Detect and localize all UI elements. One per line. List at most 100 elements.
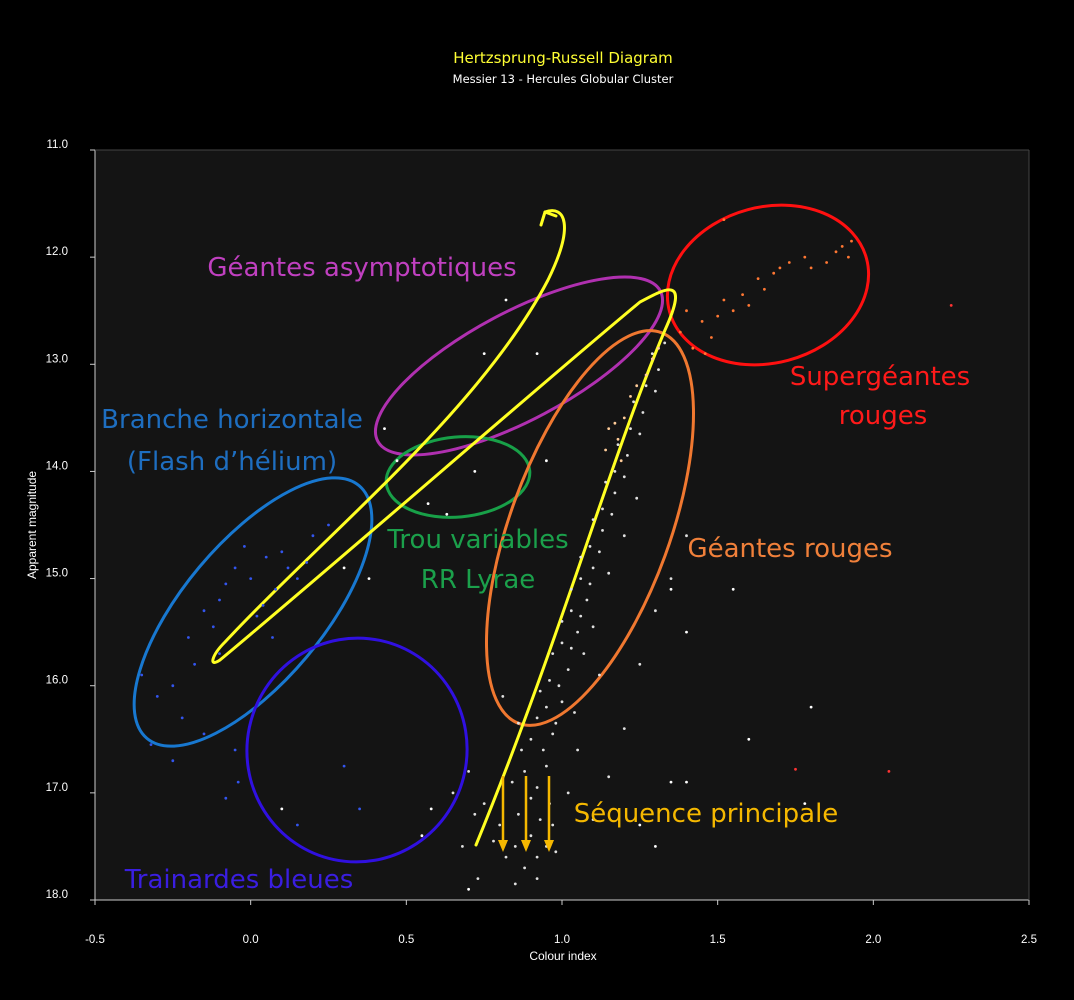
data-point: [149, 743, 153, 746]
data-point: [498, 823, 502, 827]
data-point: [566, 668, 570, 671]
label-main-sequence: Séquence principale: [574, 799, 839, 829]
chart-title: Hertzsprung-Russell Diagram: [453, 49, 673, 67]
data-point: [710, 336, 713, 339]
label-horizontal-branch: Branche horizontale: [101, 405, 363, 435]
data-point: [280, 550, 284, 554]
x-tick-label: 0.5: [398, 934, 414, 946]
data-point: [722, 218, 726, 222]
data-point: [825, 261, 828, 264]
data-point: [607, 571, 611, 575]
data-point: [296, 577, 299, 580]
data-point: [747, 304, 751, 307]
data-point: [501, 695, 505, 698]
data-point: [426, 502, 430, 505]
data-point: [140, 673, 144, 677]
data-point: [367, 577, 371, 580]
data-point: [604, 480, 607, 484]
data-point: [551, 823, 555, 827]
data-point: [535, 352, 539, 355]
data-point: [517, 721, 520, 725]
data-point: [585, 598, 589, 602]
data-point: [429, 807, 433, 811]
data-point: [588, 545, 592, 548]
data-point: [261, 604, 265, 607]
x-tick-label: -0.5: [85, 934, 105, 946]
data-point: [420, 834, 424, 838]
data-point: [538, 689, 542, 693]
data-point: [629, 395, 632, 398]
y-tick-label: 18.0: [46, 889, 68, 901]
data-point: [632, 400, 635, 404]
data-point: [535, 786, 539, 789]
data-point: [669, 780, 673, 784]
data-point: [529, 834, 533, 838]
data-point: [654, 389, 657, 393]
label-red-supergiants: Supergéantes: [790, 362, 970, 392]
data-point: [233, 748, 237, 752]
data-point: [685, 780, 688, 784]
data-point: [685, 534, 688, 538]
evolution-track-arrowhead: [539, 210, 558, 227]
data-point: [569, 587, 573, 591]
label-helium-flash: (Flash d’hélium): [127, 447, 337, 477]
data-point: [551, 732, 555, 736]
label-asymptotic-giants: Géantes asymptotiques: [207, 253, 516, 283]
data-point: [554, 850, 558, 854]
data-point: [803, 802, 807, 805]
data-point: [691, 346, 695, 350]
data-point: [803, 255, 807, 259]
data-point: [700, 320, 704, 323]
axes: -0.5 0.0 0.5 1.0 1.5 2.0 2.5 11.0 12.0 13.0 14.0 15…: [46, 139, 1037, 946]
data-point: [722, 298, 726, 302]
data-point: [171, 684, 175, 688]
x-tick-label: 2.5: [1021, 934, 1037, 946]
label-blue-stragglers: Trainardes bleues: [124, 865, 354, 895]
data-point: [685, 309, 688, 313]
data-point: [949, 304, 953, 307]
data-point: [492, 839, 495, 843]
data-point: [576, 748, 579, 752]
data-point: [560, 620, 564, 623]
data-point: [638, 662, 642, 666]
data-point: [395, 459, 399, 463]
data-point: [538, 818, 542, 821]
data-point: [619, 459, 623, 463]
down-arrow-head: [498, 840, 508, 852]
data-point: [233, 566, 237, 570]
down-arrow-head: [544, 840, 554, 852]
data-point: [657, 368, 660, 371]
label-rr-lyrae-gap: Trou variables: [386, 525, 568, 555]
data-point: [591, 518, 595, 521]
data-point: [747, 737, 751, 741]
data-point: [650, 352, 654, 355]
data-point: [271, 636, 274, 639]
data-point: [211, 625, 215, 629]
horizontal-branch-ellipse: [132, 476, 374, 748]
data-point: [545, 764, 548, 768]
y-tick-label: 17.0: [46, 782, 68, 794]
data-point: [772, 271, 776, 275]
data-point: [616, 443, 620, 446]
label-red-supergiants-line2: rouges: [839, 401, 928, 431]
data-point: [763, 287, 766, 291]
data-point: [731, 309, 735, 313]
data-point: [644, 373, 648, 377]
data-point: [513, 882, 517, 886]
data-point: [626, 454, 629, 457]
data-point: [224, 582, 228, 586]
data-point: [616, 437, 620, 441]
data-point: [566, 791, 570, 795]
data-point: [305, 561, 309, 564]
data-point: [286, 566, 290, 570]
data-point: [613, 421, 617, 425]
data-point: [629, 427, 632, 430]
data-point: [809, 266, 813, 270]
data-point: [545, 459, 548, 463]
data-point: [517, 812, 520, 816]
data-point: [171, 759, 175, 763]
data-point: [342, 764, 346, 768]
data-point: [510, 780, 514, 784]
data-point: [716, 314, 720, 318]
data-point: [529, 737, 533, 741]
